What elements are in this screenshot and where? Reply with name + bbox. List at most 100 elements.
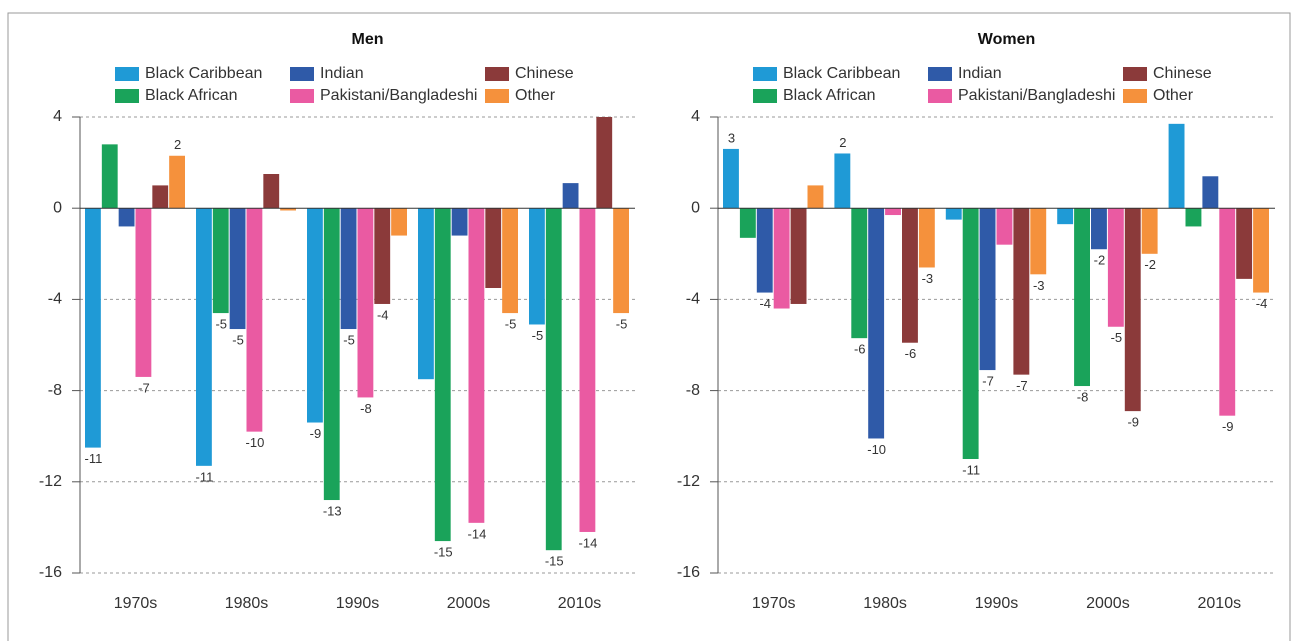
x-tick-label: 1980s xyxy=(225,595,269,612)
value-label: -8 xyxy=(360,401,372,416)
bar xyxy=(374,208,391,304)
value-label: -3 xyxy=(1033,278,1045,293)
bar xyxy=(196,208,212,466)
legend-label: Black Caribbean xyxy=(783,65,900,82)
value-label: -5 xyxy=(215,317,227,332)
value-label: -13 xyxy=(323,503,342,518)
value-label: -14 xyxy=(579,535,598,550)
bar xyxy=(596,117,613,209)
x-tick-label: 1990s xyxy=(975,595,1019,612)
bar xyxy=(246,208,263,432)
y-tick-label: -16 xyxy=(39,564,62,581)
value-label: -5 xyxy=(1111,330,1123,345)
value-label: -5 xyxy=(616,317,628,332)
legend-label: Other xyxy=(515,87,556,104)
y-tick-label: -16 xyxy=(677,564,700,581)
x-tick-label: 2010s xyxy=(1198,595,1242,612)
legend-swatch xyxy=(1123,67,1147,81)
bar xyxy=(545,208,562,551)
value-label: -10 xyxy=(246,435,265,450)
legend-label: Black African xyxy=(145,87,237,104)
bar xyxy=(340,208,357,330)
legend-swatch xyxy=(753,89,777,103)
bar xyxy=(918,208,935,268)
bar xyxy=(723,148,739,209)
legend-label: Chinese xyxy=(515,65,574,82)
value-label: -5 xyxy=(232,332,244,347)
bar xyxy=(1091,208,1107,250)
value-label: -11 xyxy=(962,462,980,477)
x-tick-label: 1990s xyxy=(336,595,380,612)
legend-swatch xyxy=(1123,89,1147,103)
bar xyxy=(834,153,851,209)
bar xyxy=(357,208,374,398)
bar xyxy=(885,208,901,216)
legend-label: Indian xyxy=(958,65,1002,82)
bar xyxy=(851,208,868,339)
y-tick-label: 0 xyxy=(53,199,62,216)
bar xyxy=(485,208,502,288)
panel-title: Women xyxy=(978,31,1035,48)
bar xyxy=(529,208,545,325)
value-label: -4 xyxy=(377,307,389,322)
bar xyxy=(502,208,518,314)
legend-label: Black African xyxy=(783,87,875,104)
bar xyxy=(945,208,962,220)
y-tick-label: -4 xyxy=(686,291,700,308)
x-tick-label: 2000s xyxy=(1086,595,1130,612)
bar xyxy=(562,183,579,209)
bar xyxy=(1074,208,1090,387)
bar xyxy=(868,208,885,439)
bar xyxy=(152,185,169,209)
value-label: -8 xyxy=(1077,389,1089,404)
bar xyxy=(579,208,596,532)
value-label: -7 xyxy=(1016,378,1028,393)
value-label: -11 xyxy=(85,451,103,466)
bar xyxy=(101,144,118,209)
x-tick-label: 2010s xyxy=(558,595,602,612)
value-label: -3 xyxy=(922,271,934,286)
value-label: 2 xyxy=(839,135,846,150)
x-tick-label: 1970s xyxy=(114,595,158,612)
legend-label: Chinese xyxy=(1153,65,1212,82)
bar xyxy=(996,208,1013,245)
value-label: -11 xyxy=(196,469,214,484)
bar xyxy=(451,208,468,236)
legend-swatch xyxy=(928,89,952,103)
value-label: -5 xyxy=(505,317,517,332)
x-tick-label: 2000s xyxy=(447,595,491,612)
bar xyxy=(1107,208,1124,327)
bar xyxy=(739,208,756,238)
value-label: -6 xyxy=(905,346,917,361)
bar xyxy=(962,208,979,459)
bar xyxy=(118,208,135,227)
bar xyxy=(1168,123,1185,209)
y-tick-label: -12 xyxy=(677,473,700,490)
y-tick-label: 4 xyxy=(691,108,700,125)
bar xyxy=(85,208,101,448)
bar xyxy=(169,155,185,209)
bar xyxy=(1013,208,1030,375)
bar xyxy=(323,208,340,501)
bar xyxy=(1030,208,1047,275)
bar xyxy=(418,208,434,380)
value-label: -15 xyxy=(434,545,453,560)
legend-label: Indian xyxy=(320,65,364,82)
value-label: -10 xyxy=(867,442,886,457)
value-label: -2 xyxy=(1144,257,1156,272)
y-tick-label: -8 xyxy=(686,382,700,399)
bar xyxy=(773,208,790,309)
legend-swatch xyxy=(115,67,139,81)
value-label: 3 xyxy=(728,130,735,145)
value-label: -9 xyxy=(1222,419,1234,434)
value-label: -4 xyxy=(1256,296,1268,311)
bar xyxy=(1202,176,1219,209)
bar xyxy=(807,185,824,209)
legend-swatch xyxy=(485,67,509,81)
bar xyxy=(1185,208,1202,227)
y-tick-label: -8 xyxy=(48,382,62,399)
x-tick-label: 1970s xyxy=(752,595,796,612)
value-label: -15 xyxy=(545,554,564,569)
value-label: -14 xyxy=(468,526,487,541)
bar xyxy=(902,208,918,343)
